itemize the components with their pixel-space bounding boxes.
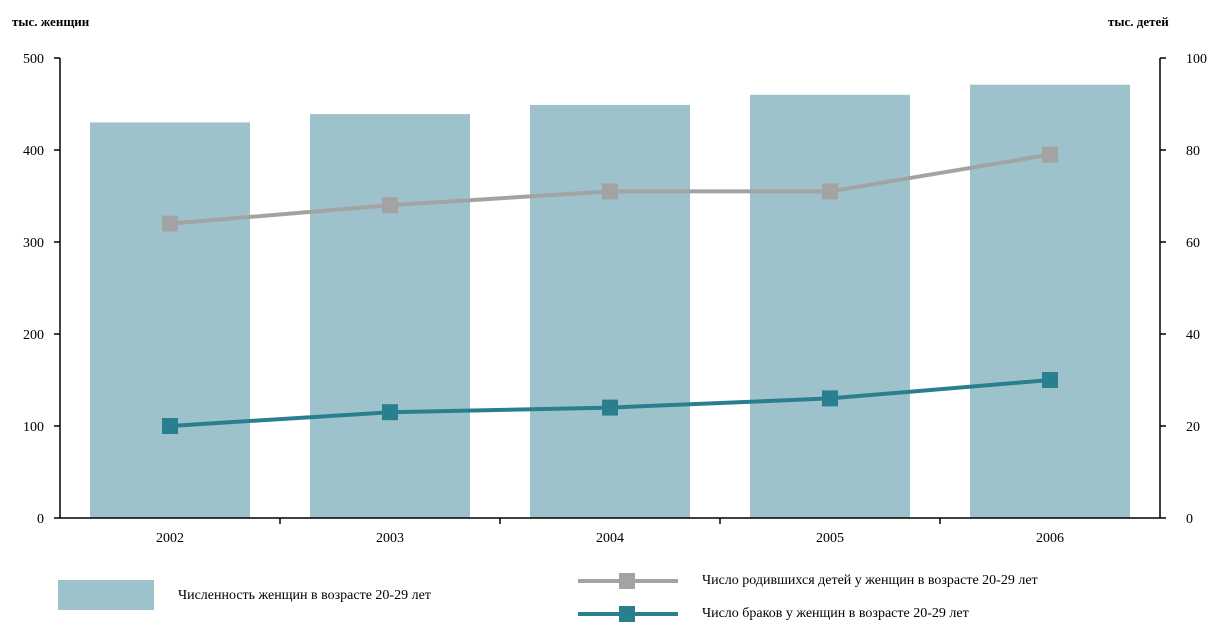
series-2-point-2004 [602, 399, 618, 416]
y-right-tick-label: 60 [1186, 236, 1200, 251]
series-1-point-2006 [1042, 146, 1058, 163]
y-right-tick-label: 80 [1186, 144, 1200, 159]
x-tick-label: 2004 [596, 531, 624, 546]
legend-label-marriages: Число браков у женщин в возрасте 20-29 л… [702, 606, 969, 621]
y-right-tick-label: 20 [1186, 420, 1200, 435]
bar-2004 [530, 104, 690, 519]
series-2-point-2002 [162, 418, 178, 434]
series-1-point-2003 [382, 197, 398, 214]
legend-swatch-lines [578, 573, 678, 622]
series-2-point-2003 [382, 404, 398, 421]
y-left-tick-label: 0 [37, 512, 44, 527]
y-right-axis-title: тыс. детей [1108, 14, 1169, 29]
x-tick-label: 2006 [1036, 531, 1064, 546]
series-1-point-2002 [162, 215, 178, 232]
y-left-tick-label: 400 [23, 144, 44, 159]
y-right-tick-label: 40 [1186, 328, 1200, 343]
series-2-point-2006 [1042, 372, 1058, 388]
series-1-point-2005 [822, 183, 838, 200]
y-right-tick-label: 0 [1186, 512, 1193, 527]
y-right-tick-label: 100 [1186, 52, 1207, 67]
series-2-point-2005 [822, 390, 838, 407]
y-left-tick-label: 500 [23, 52, 44, 67]
x-tick-label: 2002 [156, 531, 184, 546]
bar-2005 [750, 94, 910, 519]
y-left-tick-label: 300 [23, 236, 44, 251]
x-tick-label: 2003 [376, 531, 404, 546]
bar-2003 [310, 114, 470, 519]
y-left-tick-label: 100 [23, 420, 44, 435]
legend-label-bars: Численность женщин в возрасте 20-29 лет [178, 588, 431, 603]
legend-swatch-bars [58, 580, 154, 610]
legend-label-births: Число родившихся детей у женщин в возрас… [702, 573, 1038, 588]
y-left-axis-title: тыс. женщин [12, 14, 90, 29]
bar-2002 [90, 122, 250, 519]
y-left-tick-label: 200 [23, 328, 44, 343]
series-1-point-2004 [602, 183, 618, 200]
x-tick-label: 2005 [816, 531, 844, 546]
